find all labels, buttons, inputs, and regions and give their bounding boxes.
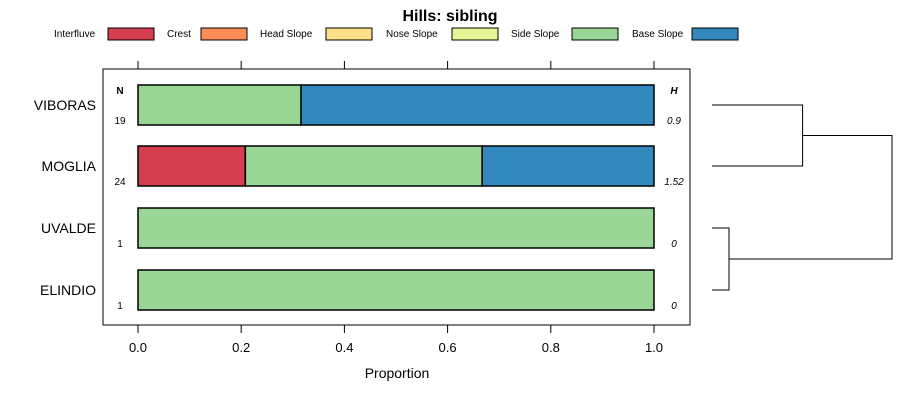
x-tick-label-0-8: 0.8 [542,340,560,355]
category-labels: VIBORAS 19 0.9 MOGLIA 24 1.52 UVALDE 1 0 ELINDIO 1… [34,97,684,312]
category-label-elindio: ELINDIO [40,282,96,298]
legend-swatch-interfluve [107,27,155,41]
category-label-viboras: VIBORAS [34,97,96,113]
dendrogram-link-uvalde-elindio [712,227,730,291]
legend-label-base-slope: Base Slope [632,29,684,40]
h-value-viboras: 0.9 [667,116,681,127]
dendrogram-link-root [729,135,893,260]
legend-swatch-side-slope [571,27,619,41]
dendrogram [712,104,893,291]
x-axis-title: Proportion [365,365,430,381]
legend-label-crest: Crest [167,29,191,40]
legend-label-nose-slope: Nose Slope [386,29,438,40]
top-axis-ticks [137,61,655,69]
n-value-elindio: 1 [117,301,123,312]
x-tick-label-0-4: 0.4 [335,340,353,355]
bar-viboras-base-slope [300,84,655,126]
legend: Interfluve Crest Head Slope Nose Slope Side … [54,27,739,41]
chart-title: Hills: sibling [402,8,497,25]
h-value-moglia: 1.52 [664,177,684,188]
plot-panel [102,68,691,326]
bar-moglia-side-slope [244,145,483,187]
x-axis: 0.0 0.2 0.4 0.6 0.8 1.0 [129,325,663,355]
h-column-header: H [670,86,678,97]
dendrogram-link-viboras-moglia [712,104,804,167]
bar-elindio-side-slope [137,269,655,311]
x-tick-label-0-6: 0.6 [439,340,457,355]
category-label-moglia: MOGLIA [42,158,97,174]
bar-viboras-side-slope [137,84,302,126]
n-value-moglia: 24 [114,177,126,188]
bar-moglia-interfluve [137,145,247,187]
x-tick-label-0-0: 0.0 [129,340,147,355]
legend-swatch-base-slope [691,27,739,41]
category-label-uvalde: UVALDE [41,220,96,236]
legend-label-head-slope: Head Slope [260,29,313,40]
n-column-header: N [116,86,123,97]
x-tick-label-1-0: 1.0 [645,340,663,355]
bar-uvalde-side-slope [137,207,655,249]
h-value-elindio: 0 [671,301,677,312]
legend-label-side-slope: Side Slope [511,29,560,40]
n-value-viboras: 19 [114,116,126,127]
legend-swatch-crest [200,27,248,41]
bar-moglia-base-slope [481,145,655,187]
legend-label-interfluve: Interfluve [54,29,96,40]
legend-swatch-nose-slope [451,27,499,41]
legend-swatch-head-slope [325,27,373,41]
x-tick-label-0-2: 0.2 [232,340,250,355]
bars [137,84,655,311]
h-value-uvalde: 0 [671,239,677,250]
n-value-uvalde: 1 [117,239,123,250]
